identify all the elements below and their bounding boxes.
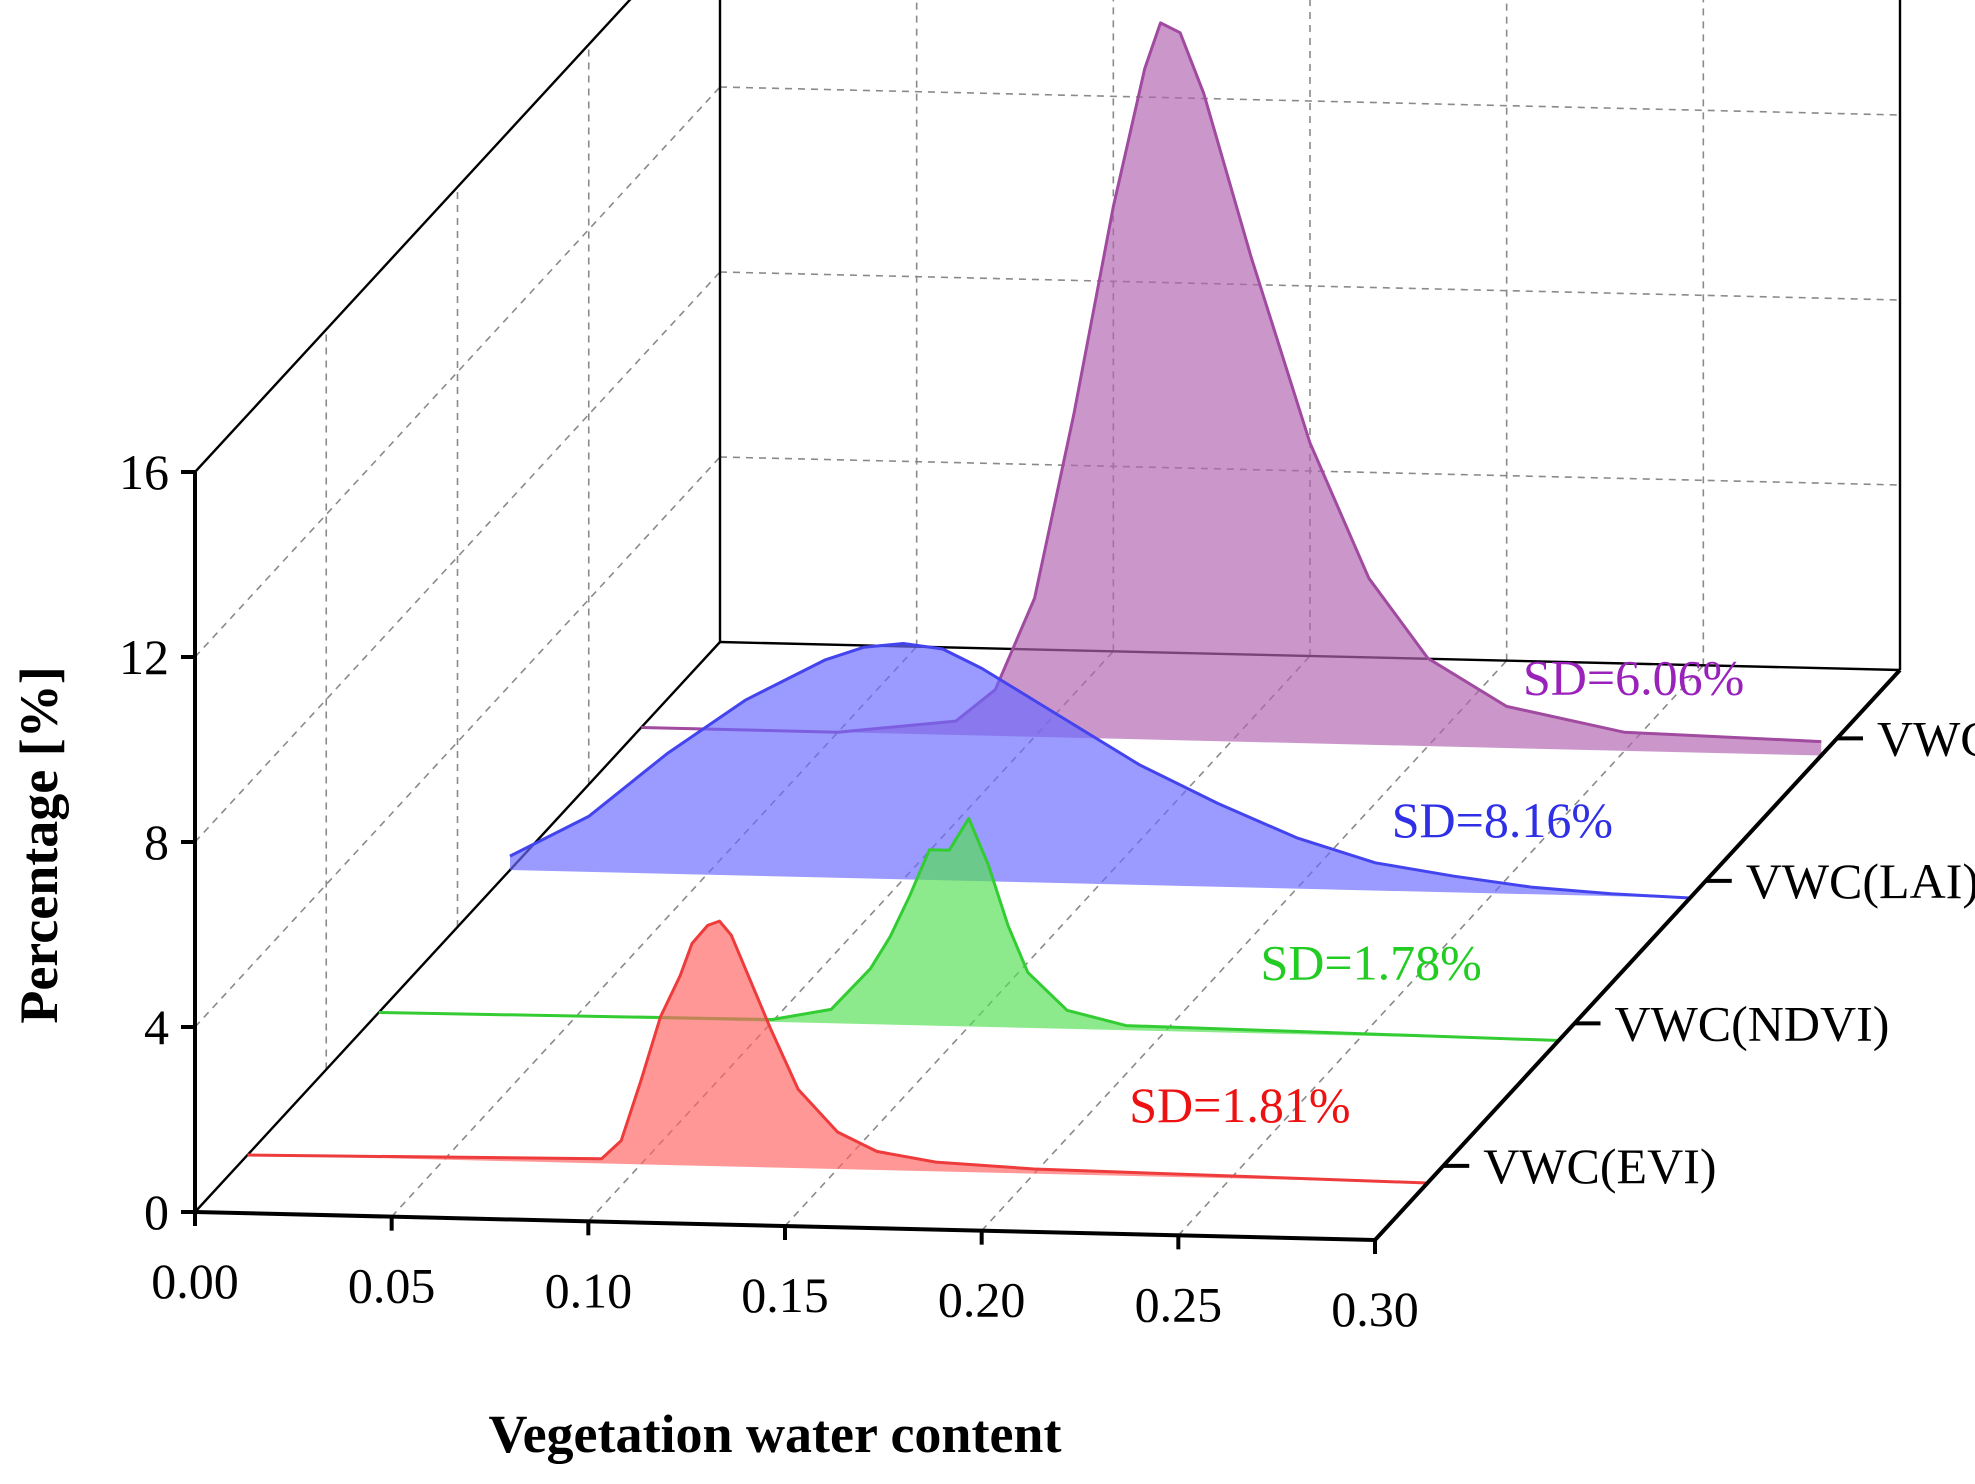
sd-annotation: SD=1.78% (1260, 935, 1481, 991)
depth-tick-label: VWC(RVI) (1877, 710, 1975, 766)
back-wall-grid-line (719, 271, 1901, 301)
axes (181, 470, 1902, 1254)
series-line-vwcevi (247, 919, 1428, 1185)
series-line-vwclai (509, 642, 1691, 900)
series-areas: SD=6.06% SD=8.16% SD=1.78% SD=1.81% (247, 21, 1822, 1185)
axis-line (1373, 668, 1902, 1242)
y-tick-label: 12 (119, 629, 169, 685)
y-axis-title: Percentage [%] (9, 666, 69, 1023)
y-tick-label: 16 (119, 444, 169, 500)
tick-labels: 0 4 8 12 16 0.00 0.05 0.10 0.15 0.20 0.25 0.30 VWC(E… (119, 444, 1975, 1337)
series-area-vwcrvi (641, 22, 1822, 756)
x-tick-label: 0.15 (741, 1267, 829, 1323)
x-tick-label: 0.10 (545, 1262, 633, 1318)
depth-tick-label: VWC(EVI) (1483, 1138, 1716, 1194)
frame-edge (194, 0, 632, 473)
series-area-vwcevi (247, 921, 1428, 1183)
depth-tick-label: VWC(LAI) (1746, 853, 1975, 909)
x-axis-title: Vegetation water content (489, 1404, 1062, 1464)
x-tick-label: 0.00 (151, 1253, 239, 1309)
sd-annotation: SD=1.81% (1129, 1077, 1350, 1133)
y-tick-label: 8 (144, 814, 169, 870)
y-tick-label: 0 (144, 1184, 169, 1240)
sd-annotation: SD=6.06% (1523, 650, 1744, 706)
x-tick-label: 0.30 (1331, 1281, 1419, 1337)
y-tick-label: 4 (144, 999, 169, 1055)
x-tick-label: 0.25 (1135, 1276, 1223, 1332)
frame-edge (194, 641, 721, 1213)
series-area-vwclai (510, 643, 1690, 898)
series-line-vwcndvi (378, 816, 1559, 1042)
sd-annotation: SD=8.16% (1392, 792, 1613, 848)
depth-tick-label: VWC(NDVI) (1615, 995, 1890, 1051)
x-tick-label: 0.20 (938, 1272, 1026, 1328)
back-wall-grid-line (719, 86, 1901, 116)
series-area-vwcndvi (378, 818, 1559, 1041)
x-tick-label: 0.05 (348, 1258, 436, 1314)
